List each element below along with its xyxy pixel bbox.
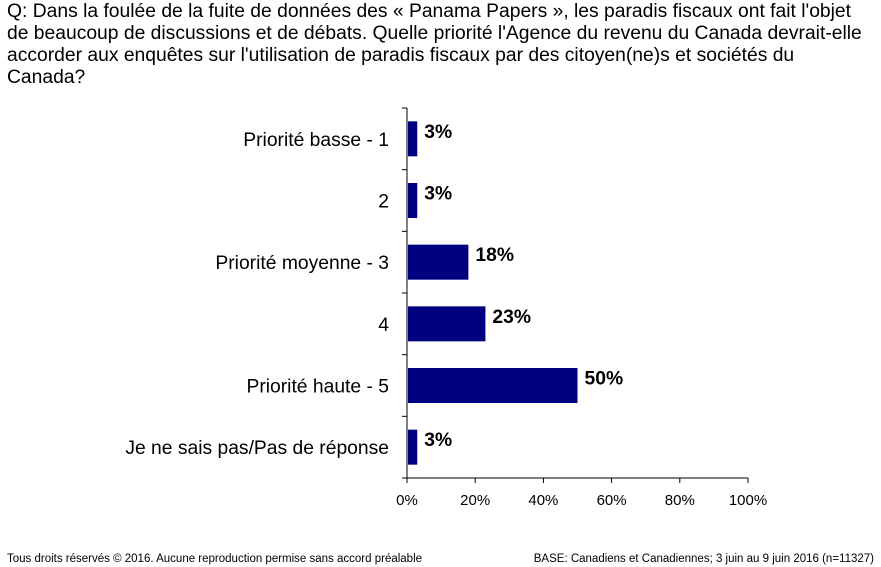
data-label: 50% xyxy=(585,369,624,390)
data-label: 18% xyxy=(475,245,514,266)
data-label: 3% xyxy=(424,184,452,205)
bar xyxy=(408,306,486,342)
category-label: Je ne sais pas/Pas de réponse xyxy=(125,438,389,459)
category-label: 2 xyxy=(378,192,389,213)
data-label: 3% xyxy=(424,122,452,143)
x-tick-label: 0% xyxy=(396,492,418,509)
category-label: Priorité basse - 1 xyxy=(243,130,389,151)
base-note: BASE: Canadiens et Canadiennes; 3 juin a… xyxy=(533,553,874,565)
data-label: 23% xyxy=(492,307,531,328)
x-tick-label: 80% xyxy=(665,492,695,509)
bar xyxy=(408,244,469,280)
x-tick-label: 100% xyxy=(729,492,767,509)
category-label: 4 xyxy=(378,315,389,336)
bar xyxy=(408,183,418,218)
bar xyxy=(408,121,418,157)
x-tick-label: 20% xyxy=(460,492,490,509)
category-label: Priorité moyenne - 3 xyxy=(215,253,389,274)
question-text: Q: Dans la foulée de la fuite de données… xyxy=(7,1,862,88)
copyright-note: Tous droits réservés © 2016. Aucune repr… xyxy=(7,553,423,565)
bar xyxy=(408,429,418,465)
x-tick-label: 60% xyxy=(597,492,627,509)
data-label: 3% xyxy=(424,430,452,451)
x-tick-label: 40% xyxy=(528,492,558,509)
category-label: Priorité haute - 5 xyxy=(246,377,389,398)
bar xyxy=(408,368,578,403)
